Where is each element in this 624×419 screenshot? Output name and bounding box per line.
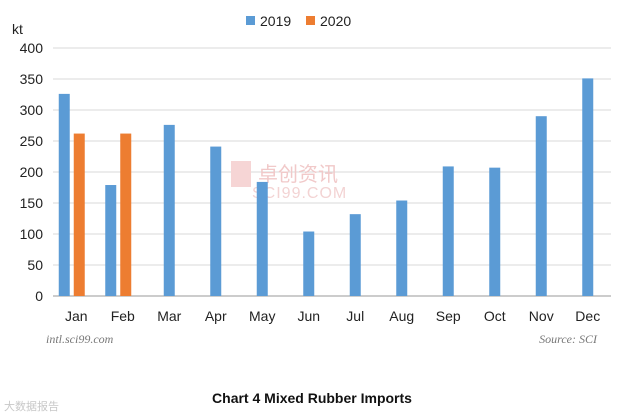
x-tick-label: Jul [346,308,364,324]
bar-2019-may [256,181,268,296]
x-tick-label: Jun [297,308,320,324]
bar-2019-apr [210,146,222,296]
bar-2019-dec [582,78,594,296]
x-tick-label: Nov [529,308,554,324]
y-tick-label: 400 [20,40,44,56]
x-tick-label: Feb [111,308,135,324]
bar-2019-mar [163,124,175,296]
watermark-logo [231,161,251,187]
y-unit-label: kt [12,21,23,37]
bar-2020-feb [120,133,132,296]
y-tick-label: 0 [35,288,43,304]
bar-2019-jan [58,93,70,296]
y-tick-label: 200 [20,164,44,180]
watermark-sub: SCI99.COM [252,185,347,202]
legend-swatch-2020 [306,16,315,25]
legend-label-2020: 2020 [320,13,351,29]
x-tick-label: Apr [205,308,227,324]
bar-2019-aug [396,200,408,296]
x-tick-label: May [249,308,275,324]
corner-watermark: 大数据报告 [4,400,59,413]
bar-2019-jun [303,231,315,296]
footer-right: Source: SCI [539,332,598,346]
x-tick-label: Sep [436,308,461,324]
y-tick-label: 350 [20,71,44,87]
y-tick-label: 300 [20,102,44,118]
bar-2019-nov [535,116,547,296]
y-tick-label: 100 [20,226,44,242]
y-tick-label: 50 [27,257,43,273]
bar-2020-jan [73,133,85,296]
x-tick-label: Aug [389,308,414,324]
x-tick-label: Jan [65,308,88,324]
legend-label-2019: 2019 [260,13,291,29]
bar-2019-oct [489,167,501,296]
bar-2019-jul [349,214,361,296]
x-tick-label: Mar [157,308,181,324]
chart-caption: Chart 4 Mixed Rubber Imports [212,390,412,406]
x-tick-label: Dec [575,308,600,324]
footer-left: intl.sci99.com [46,332,114,346]
watermark-text: 卓创资讯 [258,163,338,186]
bar-2019-sep [442,166,454,296]
y-tick-label: 250 [20,133,44,149]
y-tick-label: 150 [20,195,44,211]
x-tick-label: Oct [484,308,506,324]
bar-2019-feb [105,185,117,296]
legend-swatch-2019 [246,16,255,25]
